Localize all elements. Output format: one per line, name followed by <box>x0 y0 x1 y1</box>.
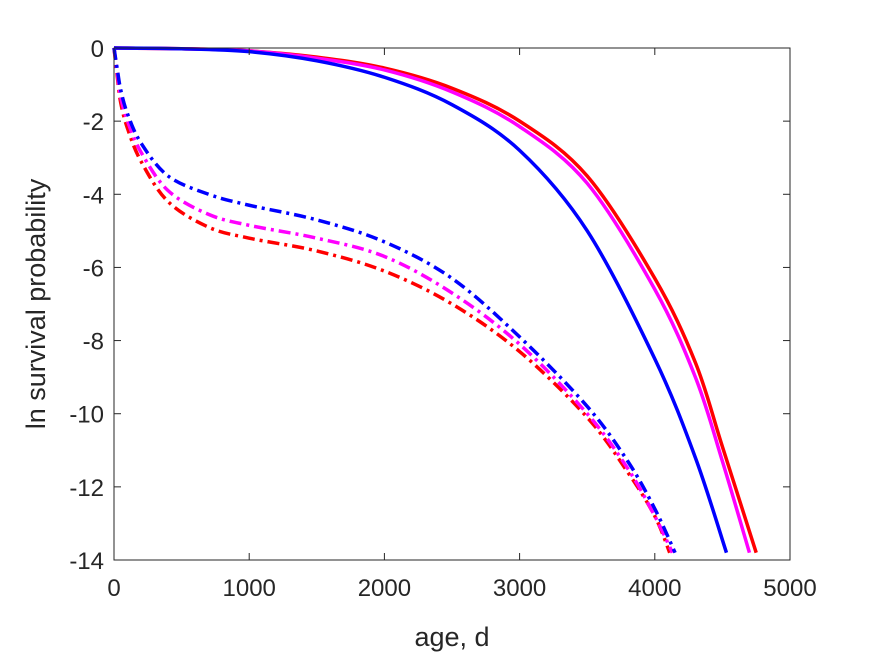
x-tick-label: 3000 <box>493 575 546 602</box>
x-tick-label: 4000 <box>628 575 681 602</box>
plot-area <box>114 48 790 560</box>
x-tick-label: 5000 <box>763 575 816 602</box>
y-tick-label: -4 <box>83 182 104 209</box>
x-axis-label: age, d <box>414 622 489 652</box>
x-tick-label: 0 <box>107 575 120 602</box>
x-tick-label: 2000 <box>358 575 411 602</box>
y-tick-label: -6 <box>83 255 104 282</box>
x-tick-label: 1000 <box>223 575 276 602</box>
series-line-5 <box>112 47 674 554</box>
series-line-6 <box>112 47 677 554</box>
tick-layer: 0 1000 2000 3000 4000 5000 0 -2 -4 -6 -8 -10 -12 -14 <box>69 36 816 602</box>
y-tick-label: -10 <box>69 402 104 429</box>
y-tick-label: -8 <box>83 329 104 356</box>
y-tick-label: -12 <box>69 475 104 502</box>
series-line-3 <box>113 46 729 554</box>
y-tick-label: -2 <box>83 109 104 136</box>
y-tick-label: 0 <box>91 36 104 63</box>
series-line-4 <box>112 47 672 554</box>
axes-box <box>113 47 791 561</box>
y-axis-label: ln survival probability <box>21 178 51 429</box>
y-tick-label: -14 <box>69 548 104 575</box>
